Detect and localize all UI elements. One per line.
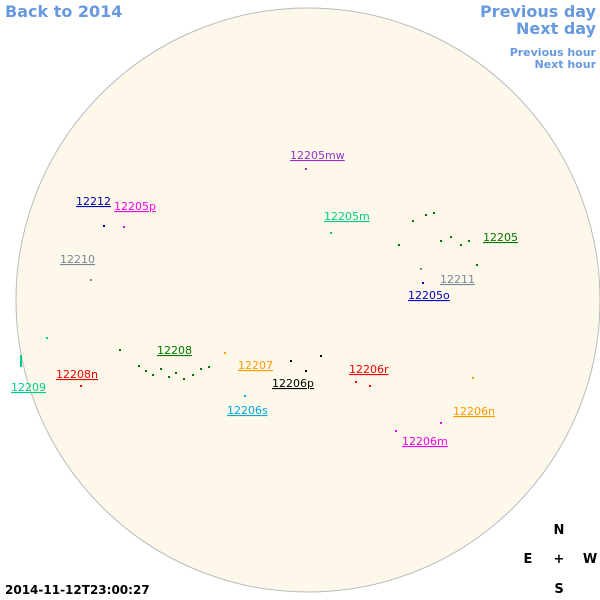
back-link[interactable]: Back to 2014 (5, 2, 122, 21)
region-label: 12208n (56, 368, 98, 381)
region-label: 12212 (76, 195, 111, 208)
region-label: 12205m (324, 210, 370, 223)
spots (119, 212, 478, 380)
compass-center: + (554, 552, 565, 567)
region-label: 12206s (227, 404, 268, 417)
timestamp: 2014-11-12T23:00:27 (5, 583, 150, 597)
compass-north: N (554, 523, 565, 538)
solar-disk (15, 7, 600, 593)
spots-misc (20, 168, 474, 432)
next-hour-link[interactable]: Next hour (535, 58, 597, 71)
next-day-link[interactable]: Next day (516, 19, 597, 38)
region-label: 12206m (402, 435, 448, 448)
region-label: 12207 (238, 359, 273, 372)
compass-east: E (524, 552, 533, 567)
region-label: 12211 (440, 273, 475, 286)
region-label: 12205mw (290, 149, 345, 162)
region-label: 12206n (453, 405, 495, 418)
previous-hour-link[interactable]: Previous hour (510, 46, 597, 59)
region-label: 12208 (157, 344, 192, 357)
region-label: 12210 (60, 253, 95, 266)
region-label: 12205o (408, 289, 450, 302)
region-label: 12205p (114, 200, 156, 213)
region-label: 12205 (483, 231, 518, 244)
compass-south: S (554, 582, 563, 597)
compass-west: W (583, 552, 597, 567)
region-label: 12206r (349, 363, 389, 376)
region-label: 12209 (11, 381, 46, 394)
region-label: 12206p (272, 377, 314, 390)
previous-day-link[interactable]: Previous day (480, 2, 597, 21)
